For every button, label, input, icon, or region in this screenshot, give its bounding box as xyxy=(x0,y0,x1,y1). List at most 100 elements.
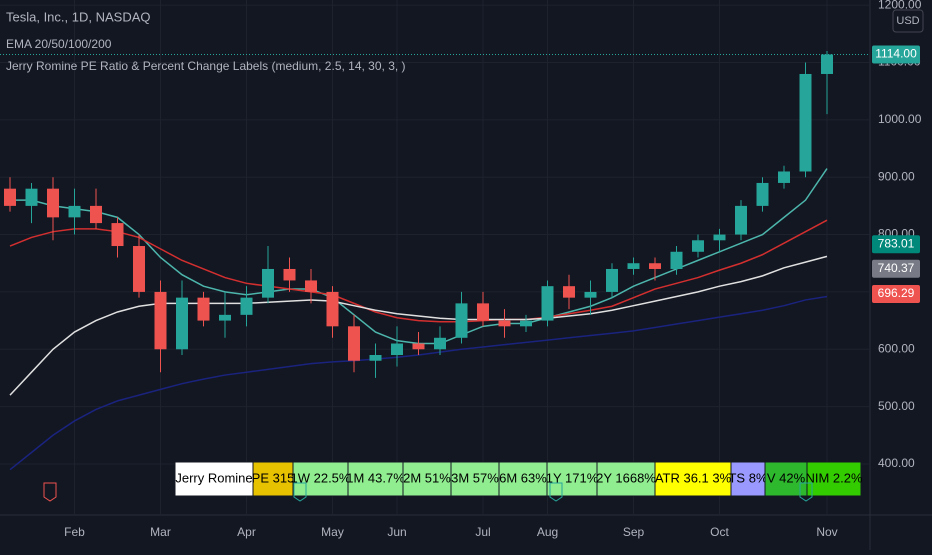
candle-body xyxy=(756,182,769,206)
candle-body xyxy=(133,246,145,292)
candle-body xyxy=(520,320,532,327)
label-cell xyxy=(806,461,862,497)
price-label: 696.29 xyxy=(878,286,915,300)
label-text: 1W 22.5% xyxy=(291,470,351,485)
candle-body xyxy=(326,291,339,327)
x-tick-label: Feb xyxy=(64,525,85,539)
label-cell xyxy=(347,461,404,497)
chart-title: Tesla, Inc., 1D, NASDAQ xyxy=(6,9,151,24)
y-tick-label: 1200.00 xyxy=(878,0,922,11)
candle-body xyxy=(778,171,790,183)
label-cell xyxy=(730,461,766,497)
x-tick-label: Jun xyxy=(387,525,406,539)
candle-body xyxy=(197,297,210,321)
candle-body xyxy=(713,234,726,241)
candle-body xyxy=(25,188,38,206)
candle-body xyxy=(455,303,468,338)
label-cell xyxy=(450,461,500,497)
candle-body xyxy=(262,268,274,298)
candle-body xyxy=(692,240,704,252)
grid xyxy=(0,0,870,515)
label-text: 6M 63% xyxy=(499,470,547,485)
x-tick-label: Nov xyxy=(816,525,837,539)
x-tick-label: Apr xyxy=(237,525,256,539)
label-text: Jerry Romine xyxy=(175,470,252,485)
label-text: NIM 2.2% xyxy=(805,470,863,485)
earnings-markers xyxy=(43,482,813,502)
candle-body xyxy=(391,343,403,355)
candle-body xyxy=(47,188,59,218)
candle-body xyxy=(821,54,833,74)
price-label: 783.01 xyxy=(878,236,915,250)
y-tick-label: 900.00 xyxy=(878,169,915,183)
x-tick-label: Mar xyxy=(150,525,171,539)
label-text: PE 315 xyxy=(252,470,295,485)
subtitle: EMA 20/50/100/200 xyxy=(6,37,112,51)
label-cell xyxy=(654,461,732,497)
candle-body xyxy=(283,268,296,281)
candles xyxy=(4,51,833,378)
ema-line xyxy=(9,255,828,396)
x-tick-label: Aug xyxy=(537,525,558,539)
label-text: TS 8% xyxy=(728,470,767,485)
candle-body xyxy=(305,280,317,292)
label-cell xyxy=(174,461,254,497)
ema-line xyxy=(9,219,828,323)
candle-body xyxy=(348,326,360,361)
y-tick-label: 1000.00 xyxy=(878,112,922,126)
label-cell xyxy=(402,461,452,497)
price-label-box xyxy=(872,285,920,304)
earnings-icon[interactable] xyxy=(43,482,57,502)
candle-body xyxy=(649,263,661,269)
candle-body xyxy=(541,286,554,321)
candle-body xyxy=(498,320,511,327)
label-text: 1M 43.7% xyxy=(346,470,405,485)
candle-body xyxy=(477,303,489,321)
candle-body xyxy=(735,205,747,235)
label-text: ATR 36.1 3% xyxy=(655,470,732,485)
candle-body xyxy=(369,354,382,361)
candle-body xyxy=(90,205,102,224)
candle-body xyxy=(176,297,188,350)
currency: USD xyxy=(896,15,919,27)
candle-body xyxy=(627,263,640,269)
candle-body xyxy=(4,188,16,206)
candle-body xyxy=(799,73,812,172)
x-tick-label: Sep xyxy=(623,525,645,539)
candle-body xyxy=(219,314,231,321)
label-text: 2Y 1668% xyxy=(596,470,656,485)
y-tick-label: 400.00 xyxy=(878,456,915,470)
earnings-icon[interactable] xyxy=(799,482,813,502)
candle-body xyxy=(563,286,575,298)
candle-body xyxy=(584,291,597,298)
candle-body xyxy=(606,268,618,292)
subtitle: Jerry Romine PE Ratio & Percent Change L… xyxy=(6,59,406,73)
label-text: 1Y 171% xyxy=(546,470,599,485)
price-label-box xyxy=(872,45,920,64)
x-tick-label: Oct xyxy=(710,525,729,539)
candle-body xyxy=(412,343,425,350)
label-text: 3M 57% xyxy=(451,470,499,485)
overlay: 400.00500.00600.00700.00800.00900.001000… xyxy=(0,0,922,539)
earnings-icon[interactable] xyxy=(549,482,563,502)
earnings-icon[interactable] xyxy=(293,482,307,502)
candle-body xyxy=(111,223,124,247)
y-tick-label: 600.00 xyxy=(878,341,915,355)
candle-body xyxy=(434,337,446,350)
x-tick-label: May xyxy=(321,525,344,539)
label-cell xyxy=(546,461,598,497)
label-text: 2M 51% xyxy=(403,470,451,485)
currency-box[interactable] xyxy=(892,9,924,33)
candle-body xyxy=(670,251,683,269)
label-text: V 42% xyxy=(767,470,806,485)
label-cell xyxy=(498,461,548,497)
price-label: 740.37 xyxy=(878,261,915,275)
price-label-box xyxy=(872,259,920,278)
candle-body xyxy=(154,291,167,350)
candle-body xyxy=(68,205,81,218)
price-label: 1114.00 xyxy=(875,47,917,61)
y-tick-label: 500.00 xyxy=(878,399,915,413)
